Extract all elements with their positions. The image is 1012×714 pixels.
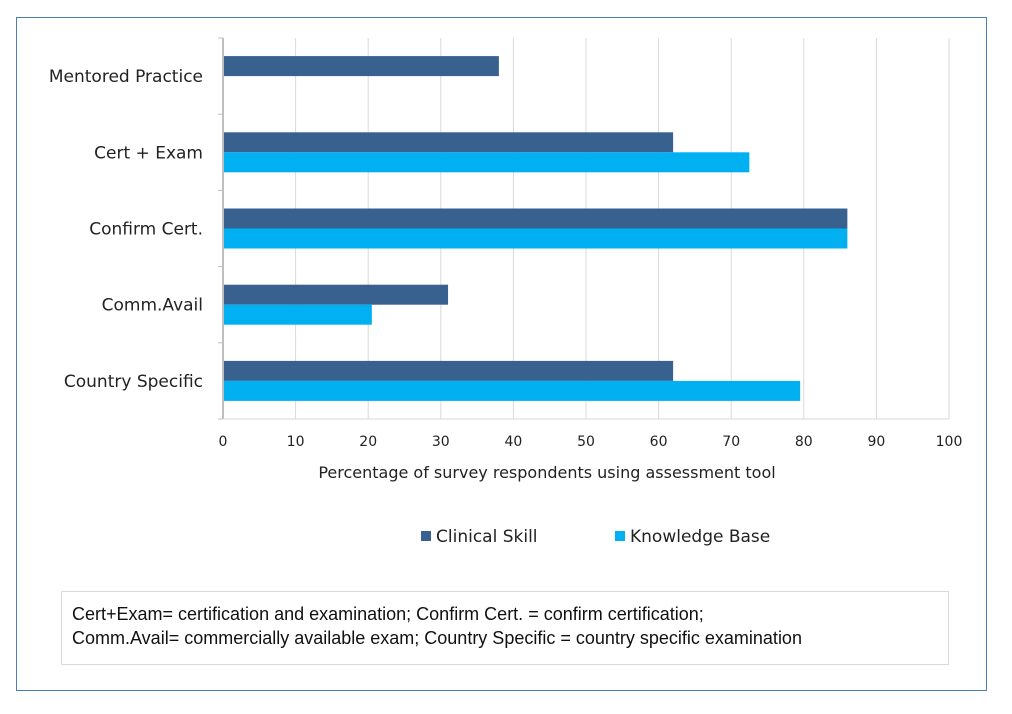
category-labels: Mentored Practice Cert + Exam Confirm Cert… [49,67,203,392]
x-tick-label: 90 [867,434,885,450]
bar-knowledge-base [223,228,848,249]
axes [218,37,949,420]
bar-clinical-skill [223,56,499,77]
bar-clinical-skill [223,132,674,153]
footnote-box: Cert+Exam= certification and examination… [61,591,949,665]
x-tick-label: 100 [936,434,963,450]
x-tick-labels: 0 10 20 30 40 50 60 70 80 90 100 [219,434,963,450]
x-tick-label: 40 [504,434,522,450]
bar-clinical-skill [223,360,674,381]
legend-label: Clinical Skill [436,527,538,547]
bar-knowledge-base [223,152,750,173]
x-tick-label: 80 [795,434,813,450]
legend: Clinical Skill Knowledge Base [421,527,770,547]
x-tick-label: 0 [219,434,228,450]
bar-clinical-skill [223,208,848,229]
footnote-line-2: Comm.Avail= commercially available exam;… [72,628,802,648]
category-label: Confirm Cert. [89,220,203,240]
gridlines [295,38,950,419]
x-tick-label: 10 [287,434,305,450]
category-label: Mentored Practice [49,67,203,87]
bars [223,56,848,401]
footnote-line-1: Cert+Exam= certification and examination… [72,604,704,624]
category-label: Comm.Avail [102,296,203,316]
bar-knowledge-base [223,304,372,325]
legend-swatch [421,531,431,541]
x-tick-label: 70 [722,434,740,450]
bar-knowledge-base [223,380,801,401]
x-axis-title: Percentage of survey respondents using a… [318,463,775,482]
bar-clinical-skill [223,284,449,305]
category-label: Country Specific [64,372,203,392]
legend-swatch [615,531,625,541]
legend-label: Knowledge Base [630,527,770,547]
category-label: Cert + Exam [94,143,203,163]
x-tick-label: 30 [432,434,450,450]
figure-frame [16,17,987,691]
x-tick-label: 60 [650,434,668,450]
x-tick-label: 50 [577,434,595,450]
x-tick-label: 20 [359,434,377,450]
